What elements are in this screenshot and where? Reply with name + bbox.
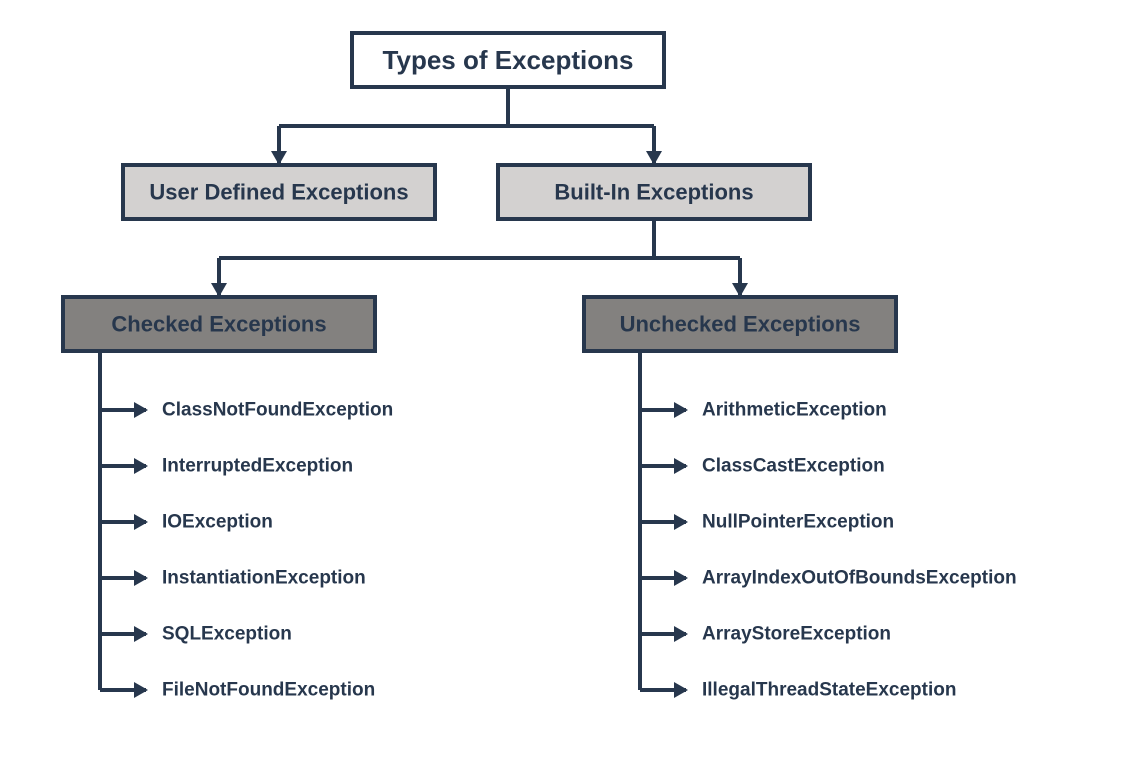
unchecked-item: ArrayIndexOutOfBoundsException <box>702 568 1017 589</box>
checked-item: IOException <box>162 512 273 533</box>
unchecked-item: IllegalThreadStateException <box>702 680 956 701</box>
unchecked-item: ClassCastException <box>702 456 885 477</box>
checked-item: FileNotFoundException <box>162 680 375 701</box>
checked-item: InstantiationException <box>162 568 366 589</box>
box-user-defined-label: User Defined Exceptions <box>149 180 408 205</box>
unchecked-item: NullPointerException <box>702 512 894 533</box>
root-box-label: Types of Exceptions <box>383 45 634 75</box>
checked-item: ClassNotFoundException <box>162 400 393 421</box>
box-built-in-label: Built-In Exceptions <box>554 180 753 205</box>
box-checked-label: Checked Exceptions <box>111 312 326 337</box>
box-unchecked-label: Unchecked Exceptions <box>620 312 861 337</box>
exceptions-diagram: Types of Exceptions User Defined Exceptio… <box>0 0 1147 777</box>
unchecked-item: ArrayStoreException <box>702 624 891 645</box>
checked-item: SQLException <box>162 624 292 645</box>
checked-item: InterruptedException <box>162 456 353 477</box>
unchecked-item: ArithmeticException <box>702 400 887 421</box>
